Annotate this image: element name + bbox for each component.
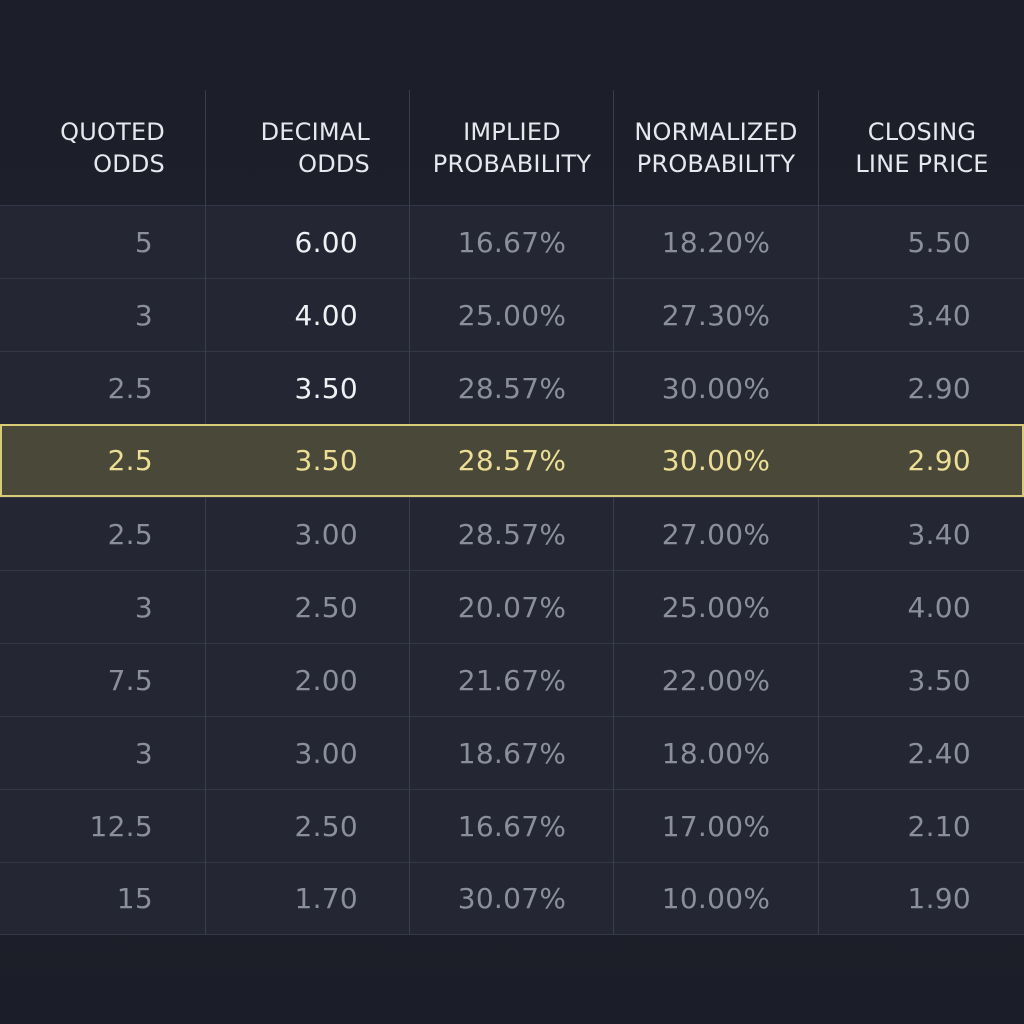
- cell-decimal-odds: 2.50: [294, 809, 358, 843]
- table-row[interactable]: 2.5 3.00 28.57% 27.00% 3.40: [0, 497, 1024, 570]
- cell-quoted-odds: 15: [116, 882, 153, 915]
- cell-closing-line-price: 4.00: [907, 590, 971, 624]
- table-row[interactable]: 3 3.00 18.67% 18.00% 2.40: [0, 716, 1024, 789]
- cell-closing-line-price: 2.90: [907, 371, 971, 405]
- cell-normalized-probability: 17.00%: [661, 809, 771, 843]
- cell-quoted-odds: 7.5: [107, 663, 153, 697]
- table-body: 5 6.00 16.67% 18.20% 5.50 3 4.00 25.00% 27.30% 3.…: [0, 205, 1024, 935]
- column-header-decimal-odds[interactable]: DECIMAL ODDS: [260, 118, 370, 178]
- column-header-normalized-probability[interactable]: NORMALIZED PROBABILITY: [634, 118, 798, 178]
- cell-closing-line-price: 5.50: [907, 225, 971, 259]
- cell-quoted-odds: 12.5: [89, 809, 153, 843]
- cell-closing-line-price: 2.90: [907, 444, 971, 477]
- cell-normalized-probability: 27.30%: [661, 298, 771, 332]
- cell-implied-probability: 30.07%: [457, 882, 567, 915]
- column-divider: [818, 90, 819, 935]
- column-divider: [613, 90, 614, 935]
- cell-decimal-odds: 1.70: [294, 882, 358, 915]
- cell-quoted-odds: 2.5: [107, 371, 153, 405]
- cell-normalized-probability: 27.00%: [661, 517, 771, 551]
- cell-closing-line-price: 3.50: [907, 663, 971, 697]
- cell-decimal-odds: 6.00: [294, 225, 358, 259]
- column-header-closing-line-price[interactable]: CLOSING LINE PRICE: [855, 118, 989, 178]
- column-divider: [409, 90, 410, 935]
- cell-quoted-odds: 3: [134, 590, 153, 624]
- cell-normalized-probability: 18.20%: [661, 225, 771, 259]
- cell-decimal-odds: 2.50: [294, 590, 358, 624]
- column-header-implied-probability[interactable]: IMPLIED PROBABILITY: [432, 118, 592, 178]
- cell-normalized-probability: 30.00%: [661, 371, 771, 405]
- column-divider: [205, 90, 206, 935]
- cell-closing-line-price: 2.10: [907, 809, 971, 843]
- cell-quoted-odds: 2.5: [107, 517, 153, 551]
- table-header: QUOTED ODDS DECIMAL ODDS IMPLIED PROBABI…: [0, 90, 1024, 206]
- cell-decimal-odds: 4.00: [294, 298, 358, 332]
- table-row[interactable]: 12.5 2.50 16.67% 17.00% 2.10: [0, 789, 1024, 862]
- table-row[interactable]: 7.5 2.00 21.67% 22.00% 3.50: [0, 643, 1024, 716]
- cell-quoted-odds: 3: [134, 298, 153, 332]
- cell-implied-probability: 21.67%: [457, 663, 567, 697]
- cell-decimal-odds: 3.50: [294, 371, 358, 405]
- cell-implied-probability: 20.07%: [457, 590, 567, 624]
- cell-implied-probability: 16.67%: [457, 809, 567, 843]
- column-header-quoted-odds[interactable]: QUOTED ODDS: [60, 118, 165, 178]
- cell-closing-line-price: 3.40: [907, 298, 971, 332]
- cell-normalized-probability: 22.00%: [661, 663, 771, 697]
- cell-closing-line-price: 2.40: [907, 736, 971, 770]
- cell-normalized-probability: 10.00%: [661, 882, 771, 915]
- cell-decimal-odds: 2.00: [294, 663, 358, 697]
- cell-normalized-probability: 18.00%: [661, 736, 771, 770]
- cell-normalized-probability: 30.00%: [661, 444, 771, 477]
- cell-decimal-odds: 3.50: [294, 444, 358, 477]
- cell-implied-probability: 28.57%: [457, 371, 567, 405]
- table-row[interactable]: 15 1.70 30.07% 10.00% 1.90: [0, 862, 1024, 935]
- cell-implied-probability: 16.67%: [457, 225, 567, 259]
- cell-implied-probability: 25.00%: [457, 298, 567, 332]
- cell-quoted-odds: 5: [134, 225, 153, 259]
- table-row[interactable]: 3 4.00 25.00% 27.30% 3.40: [0, 278, 1024, 351]
- cell-decimal-odds: 3.00: [294, 736, 358, 770]
- table-row-highlighted[interactable]: 2.5 3.50 28.57% 30.00% 2.90: [0, 424, 1024, 497]
- cell-quoted-odds: 2.5: [107, 444, 153, 477]
- table-row[interactable]: 2.5 3.50 28.57% 30.00% 2.90: [0, 351, 1024, 424]
- cell-closing-line-price: 3.40: [907, 517, 971, 551]
- cell-implied-probability: 28.57%: [457, 517, 567, 551]
- cell-normalized-probability: 25.00%: [661, 590, 771, 624]
- cell-implied-probability: 28.57%: [457, 444, 567, 477]
- cell-closing-line-price: 1.90: [907, 882, 971, 915]
- table-row[interactable]: 3 2.50 20.07% 25.00% 4.00: [0, 570, 1024, 643]
- cell-implied-probability: 18.67%: [457, 736, 567, 770]
- cell-quoted-odds: 3: [134, 736, 153, 770]
- cell-decimal-odds: 3.00: [294, 517, 358, 551]
- table-row[interactable]: 5 6.00 16.67% 18.20% 5.50: [0, 205, 1024, 278]
